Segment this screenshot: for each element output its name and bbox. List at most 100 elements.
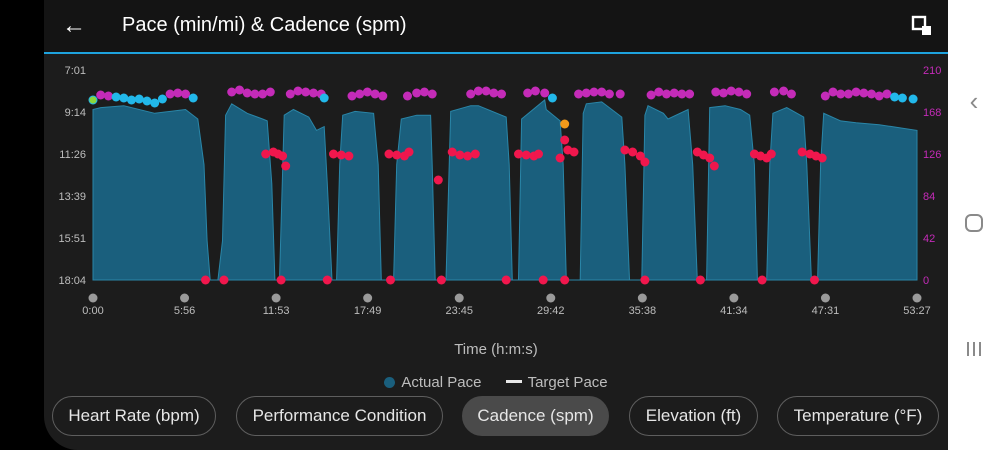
- x-tick-label: 11:53: [263, 305, 290, 317]
- cadence-point: [882, 89, 892, 99]
- cadence-point: [470, 149, 480, 159]
- cadence-point: [119, 93, 129, 103]
- x-tick-label: 35:38: [629, 305, 657, 317]
- legend-item-target-pace: Target Pace: [505, 374, 608, 391]
- cadence-point: [726, 86, 736, 96]
- cadence-point: [258, 89, 268, 99]
- x-tick-marker: [546, 293, 556, 303]
- pace-area: [92, 99, 918, 281]
- x-tick-label: 5:56: [174, 305, 195, 317]
- x-tick-marker: [363, 293, 373, 303]
- cadence-point: [242, 88, 252, 98]
- x-tick-marker: [454, 293, 464, 303]
- cadence-point: [810, 275, 819, 285]
- y-right-tick-label: 84: [923, 191, 935, 203]
- chip-heart-rate[interactable]: Heart Rate (bpm): [52, 396, 216, 436]
- x-tick-label: 41:34: [720, 305, 748, 317]
- cadence-point: [378, 91, 388, 101]
- x-axis-label: Time (h:m:s): [454, 341, 538, 358]
- y-left-tick-label: 15:51: [58, 233, 86, 245]
- cadence-point: [142, 96, 152, 106]
- cadence-point: [742, 89, 752, 99]
- cadence-point: [473, 86, 483, 96]
- y-left-tick-label: 18:04: [58, 275, 86, 287]
- cadence-point: [628, 147, 638, 157]
- cadence-point: [797, 147, 807, 157]
- cadence-point: [540, 88, 550, 98]
- cadence-point: [412, 88, 422, 98]
- cadence-point: [278, 151, 288, 161]
- cadence-point: [447, 147, 457, 157]
- y-right-tick-label: 42: [923, 233, 935, 245]
- cadence-point: [711, 87, 721, 97]
- cadence-point: [560, 119, 570, 129]
- cadence-point: [157, 94, 167, 104]
- chevron-left-icon[interactable]: ‹: [969, 86, 979, 116]
- cadence-point: [181, 89, 190, 99]
- cadence-point: [344, 151, 354, 161]
- cadence-point: [309, 88, 318, 98]
- cadence-point: [436, 275, 446, 285]
- cadence-point: [285, 89, 295, 99]
- cadence-point: [523, 88, 533, 98]
- cadence-point: [404, 147, 414, 157]
- cadence-point: [301, 87, 311, 97]
- cadence-point: [908, 94, 918, 104]
- x-tick-marker: [637, 293, 647, 303]
- x-tick-marker: [88, 293, 98, 303]
- cadence-point: [530, 86, 540, 96]
- cadence-point: [392, 150, 402, 160]
- y-left-tick-label: 11:26: [59, 149, 86, 161]
- home-circle-icon[interactable]: [948, 212, 1000, 240]
- y-left-tick-label: 9:14: [65, 107, 86, 119]
- cadence-point: [355, 89, 365, 99]
- y-right-tick-label: 210: [923, 65, 941, 77]
- cadence-point: [604, 89, 614, 99]
- chart-legend: Actual Pace Target Pace: [44, 374, 948, 391]
- pace-cadence-chart: 7:01 9:14 11:26 13:39 15:51 18:04 210 168 126 84 4…: [58, 65, 941, 317]
- chip-performance-condition[interactable]: Performance Condition: [236, 396, 443, 436]
- cadence-point: [555, 153, 565, 163]
- cadence-point: [347, 91, 357, 101]
- cadence-point: [521, 150, 531, 160]
- cadence-point: [851, 87, 861, 97]
- cadence-point: [173, 88, 183, 98]
- fullscreen-icon[interactable]: [910, 14, 934, 38]
- cadence-point: [403, 91, 412, 101]
- cadence-point: [597, 87, 607, 97]
- legend-dash-icon: [505, 380, 522, 383]
- chip-cadence[interactable]: Cadence (spm): [462, 396, 609, 436]
- cadence-point: [547, 93, 557, 103]
- cadence-point: [466, 89, 476, 99]
- y-right-tick-label: 0: [923, 275, 929, 287]
- cadence-point: [890, 92, 900, 102]
- x-tick-marker: [271, 293, 281, 303]
- cadence-point: [188, 93, 198, 103]
- cadence-point: [322, 275, 332, 285]
- cadence-point: [463, 151, 473, 161]
- cadence-point: [427, 89, 437, 99]
- cadence-point: [433, 175, 443, 185]
- cadence-point: [867, 89, 876, 99]
- cadence-point: [779, 86, 789, 96]
- recents-icon[interactable]: [948, 338, 1000, 366]
- chip-elevation[interactable]: Elevation (ft): [629, 396, 758, 436]
- cadence-point: [828, 87, 838, 97]
- x-tick-label: 23:45: [445, 305, 473, 317]
- cadence-point: [281, 161, 291, 171]
- x-tick-marker: [820, 293, 830, 303]
- x-tick-marker: [180, 293, 190, 303]
- cadence-point: [581, 88, 591, 98]
- cadence-point: [786, 89, 796, 99]
- cadence-point: [560, 275, 570, 285]
- y-left-tick-label: 13:39: [58, 191, 86, 203]
- cadence-point: [620, 145, 630, 155]
- cadence-point: [560, 135, 570, 145]
- cadence-point: [336, 150, 346, 160]
- page-title: Pace (min/mi) & Cadence (spm): [122, 14, 407, 36]
- cadence-point: [165, 89, 175, 99]
- cadence-point: [419, 87, 429, 97]
- cadence-point: [514, 149, 523, 159]
- chip-temperature[interactable]: Temperature (°F): [777, 396, 939, 436]
- back-arrow-icon[interactable]: ←: [62, 12, 86, 39]
